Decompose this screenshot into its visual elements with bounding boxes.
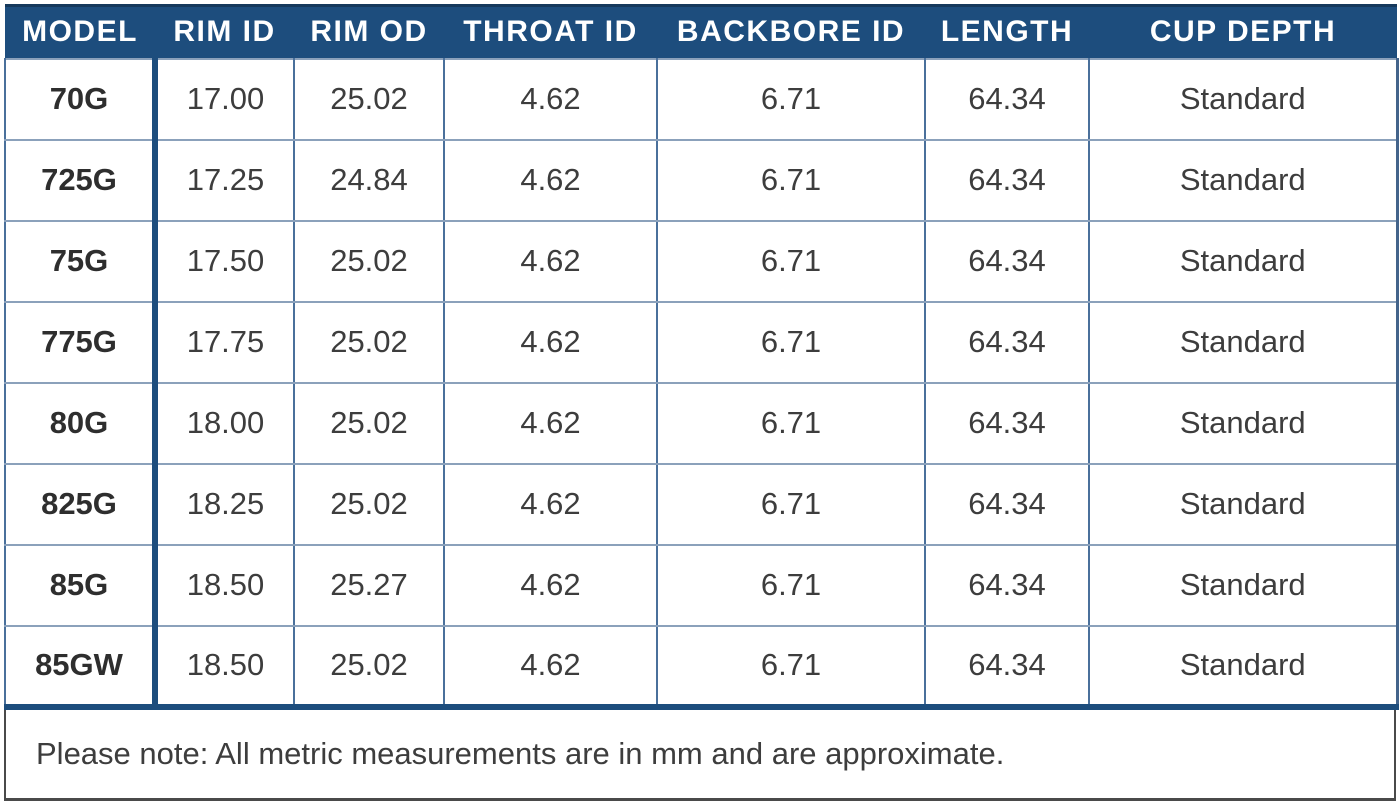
- footnote-box: Please note: All metric measurements are…: [4, 709, 1396, 801]
- cell-rim-od: 25.02: [293, 219, 445, 303]
- cell-model: 775G: [4, 300, 158, 384]
- cell-throat-id: 4.62: [443, 138, 658, 222]
- cell-model: 75G: [4, 219, 158, 303]
- cell-rim-id: 17.00: [154, 57, 295, 141]
- cell-rim-id: 17.75: [154, 300, 295, 384]
- cell-backbore-id: 6.71: [656, 57, 926, 141]
- column-header-cup-depth: CUP DEPTH: [1089, 4, 1397, 59]
- cell-cup-depth: Standard: [1088, 381, 1399, 465]
- cell-backbore-id: 6.71: [656, 381, 926, 465]
- table-header: MODEL RIM ID RIM OD THROAT ID BACKBORE I…: [5, 4, 1397, 59]
- column-header-throat-id: THROAT ID: [444, 4, 657, 59]
- cell-cup-depth: Standard: [1088, 138, 1399, 222]
- cell-rim-od: 25.02: [293, 300, 445, 384]
- table-row: 725G 17.25 24.84 4.62 6.71 64.34 Standar…: [4, 138, 1399, 222]
- column-header-backbore-id: BACKBORE ID: [657, 4, 925, 59]
- cell-rim-id: 18.25: [154, 462, 295, 546]
- cell-length: 64.34: [924, 219, 1090, 303]
- cell-rim-od: 25.02: [293, 624, 445, 710]
- cell-rim-id: 18.50: [154, 543, 295, 627]
- table-row: 80G 18.00 25.02 4.62 6.71 64.34 Standard: [4, 381, 1399, 465]
- cell-model: 85G: [4, 543, 158, 627]
- column-header-rim-id: RIM ID: [155, 4, 294, 59]
- cell-model: 80G: [4, 381, 158, 465]
- cell-cup-depth: Standard: [1088, 462, 1399, 546]
- table-row: 775G 17.75 25.02 4.62 6.71 64.34 Standar…: [4, 300, 1399, 384]
- cell-cup-depth: Standard: [1088, 300, 1399, 384]
- cell-throat-id: 4.62: [443, 381, 658, 465]
- cell-throat-id: 4.62: [443, 624, 658, 710]
- cell-length: 64.34: [924, 462, 1090, 546]
- cell-throat-id: 4.62: [443, 543, 658, 627]
- cell-rim-id: 17.50: [154, 219, 295, 303]
- cell-backbore-id: 6.71: [656, 624, 926, 710]
- cell-length: 64.34: [924, 57, 1090, 141]
- footnote-text: Please note: All metric measurements are…: [36, 735, 1005, 771]
- cell-throat-id: 4.62: [443, 57, 658, 141]
- cell-cup-depth: Standard: [1088, 219, 1399, 303]
- column-header-model: MODEL: [5, 4, 155, 59]
- mouthpiece-spec-table: MODEL RIM ID RIM OD THROAT ID BACKBORE I…: [4, 4, 1399, 710]
- cell-rim-od: 25.27: [293, 543, 445, 627]
- cell-backbore-id: 6.71: [656, 219, 926, 303]
- cell-rim-od: 25.02: [293, 57, 445, 141]
- cell-length: 64.34: [924, 543, 1090, 627]
- cell-model: 825G: [4, 462, 158, 546]
- cell-rim-od: 25.02: [293, 381, 445, 465]
- cell-model: 70G: [4, 57, 158, 141]
- table-row: 70G 17.00 25.02 4.62 6.71 64.34 Standard: [4, 57, 1399, 141]
- column-header-length: LENGTH: [925, 4, 1089, 59]
- cell-rim-id: 17.25: [154, 138, 295, 222]
- cell-backbore-id: 6.71: [656, 543, 926, 627]
- cell-model: 725G: [4, 138, 158, 222]
- cell-throat-id: 4.62: [443, 219, 658, 303]
- table-row: 85G 18.50 25.27 4.62 6.71 64.34 Standard: [4, 543, 1399, 627]
- table-body: 70G 17.00 25.02 4.62 6.71 64.34 Standard…: [4, 57, 1399, 710]
- cell-backbore-id: 6.71: [656, 138, 926, 222]
- cell-throat-id: 4.62: [443, 462, 658, 546]
- table-row: 825G 18.25 25.02 4.62 6.71 64.34 Standar…: [4, 462, 1399, 546]
- cell-length: 64.34: [924, 138, 1090, 222]
- cell-backbore-id: 6.71: [656, 300, 926, 384]
- cell-rim-od: 24.84: [293, 138, 445, 222]
- cell-cup-depth: Standard: [1088, 543, 1399, 627]
- cell-backbore-id: 6.71: [656, 462, 926, 546]
- cell-rim-id: 18.50: [154, 624, 295, 710]
- cell-cup-depth: Standard: [1088, 57, 1399, 141]
- cell-length: 64.34: [924, 624, 1090, 710]
- cell-throat-id: 4.62: [443, 300, 658, 384]
- cell-length: 64.34: [924, 300, 1090, 384]
- table-row: 75G 17.50 25.02 4.62 6.71 64.34 Standard: [4, 219, 1399, 303]
- cell-model: 85GW: [4, 624, 158, 710]
- header-row: MODEL RIM ID RIM OD THROAT ID BACKBORE I…: [5, 4, 1397, 59]
- column-header-rim-od: RIM OD: [294, 4, 444, 59]
- cell-cup-depth: Standard: [1088, 624, 1399, 710]
- cell-rim-od: 25.02: [293, 462, 445, 546]
- table-row: 85GW 18.50 25.02 4.62 6.71 64.34 Standar…: [4, 624, 1399, 710]
- cell-rim-id: 18.00: [154, 381, 295, 465]
- cell-length: 64.34: [924, 381, 1090, 465]
